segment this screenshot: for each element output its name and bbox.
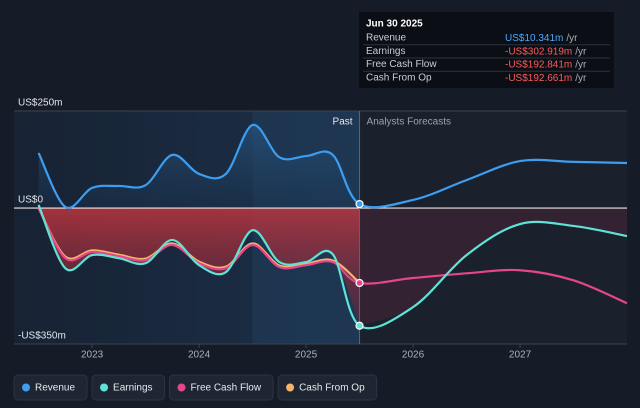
- tooltip-label: Cash From Op: [366, 73, 432, 84]
- series-line: [37, 123, 628, 209]
- tooltip-unit: /yr: [575, 46, 587, 57]
- tooltip-number: -US$192.661m: [505, 73, 572, 84]
- point: [355, 199, 364, 209]
- tooltip-value: -US$192.661m/yr: [505, 73, 587, 84]
- legend-swatch: [177, 383, 186, 392]
- past-label: Past: [333, 117, 353, 128]
- tooltip-number: -US$302.919m: [505, 46, 572, 57]
- x-tick-label: 2025: [295, 350, 318, 361]
- tooltip-unit: /yr: [575, 59, 587, 70]
- tooltip-value: US$10.341m/yr: [505, 33, 578, 44]
- tooltip-number: -US$192.841m: [505, 59, 572, 70]
- tooltip-unit: /yr: [575, 73, 587, 84]
- legend-swatch: [22, 383, 30, 392]
- y-tick-label: -US$350m: [18, 331, 66, 342]
- legend-label: Free Cash Flow: [191, 383, 262, 394]
- x-tick-label: 2027: [509, 350, 532, 361]
- legend-item[interactable]: Earnings: [91, 374, 165, 401]
- legend-label: Earnings: [113, 383, 152, 394]
- y-tick-label: US$250m: [18, 98, 62, 109]
- legend: Revenue Earnings Free Cash Flow Cash From O…: [13, 374, 378, 401]
- tooltip-value: -US$192.841m/yr: [505, 59, 587, 70]
- x-tick-label: 2023: [81, 350, 104, 361]
- series-line: [37, 207, 628, 305]
- y-tick-label: US$0: [18, 195, 43, 206]
- point: [355, 278, 364, 288]
- tooltip-label: Earnings: [366, 46, 405, 57]
- tooltip-label: Revenue: [366, 33, 406, 44]
- legend-label: Cash From Op: [299, 383, 365, 394]
- tooltip-box: [359, 12, 614, 88]
- legend-item[interactable]: Free Cash Flow: [169, 374, 274, 401]
- legend-button[interactable]: [13, 374, 88, 401]
- legend-button[interactable]: [91, 374, 165, 401]
- tooltip-title: Jun 30 2025: [366, 19, 423, 30]
- tooltip-number: US$10.341m: [505, 33, 563, 44]
- forecast-label: Analysts Forecasts: [367, 117, 451, 128]
- tooltip-label: Free Cash Flow: [366, 59, 437, 70]
- legend-item[interactable]: Cash From Op: [277, 374, 378, 401]
- x-tick-label: 2026: [402, 350, 425, 361]
- tooltip-unit: /yr: [566, 33, 578, 44]
- series-line: [37, 204, 628, 330]
- legend-label: Revenue: [35, 383, 75, 394]
- legend-swatch: [100, 383, 109, 392]
- x-tick-label: 2024: [188, 350, 211, 361]
- revenue-area: [38, 124, 360, 209]
- legend-button[interactable]: [169, 374, 274, 401]
- legend-item[interactable]: Revenue: [13, 374, 88, 401]
- legend-swatch: [286, 383, 295, 392]
- series-line: [37, 207, 361, 284]
- tooltip: Jun 30 2025 Revenue US$10.341m/yr Earnings…: [359, 12, 614, 88]
- legend-button[interactable]: [277, 374, 378, 401]
- tooltip-value: -US$302.919m/yr: [505, 46, 587, 57]
- plot-area: -US$350m US$0 US$250m 2023 2024 2025 2026 2027 P…: [14, 98, 628, 361]
- earnings-forecast-area: [359, 208, 627, 326]
- point: [355, 321, 364, 330]
- earnings-area: [38, 204, 360, 326]
